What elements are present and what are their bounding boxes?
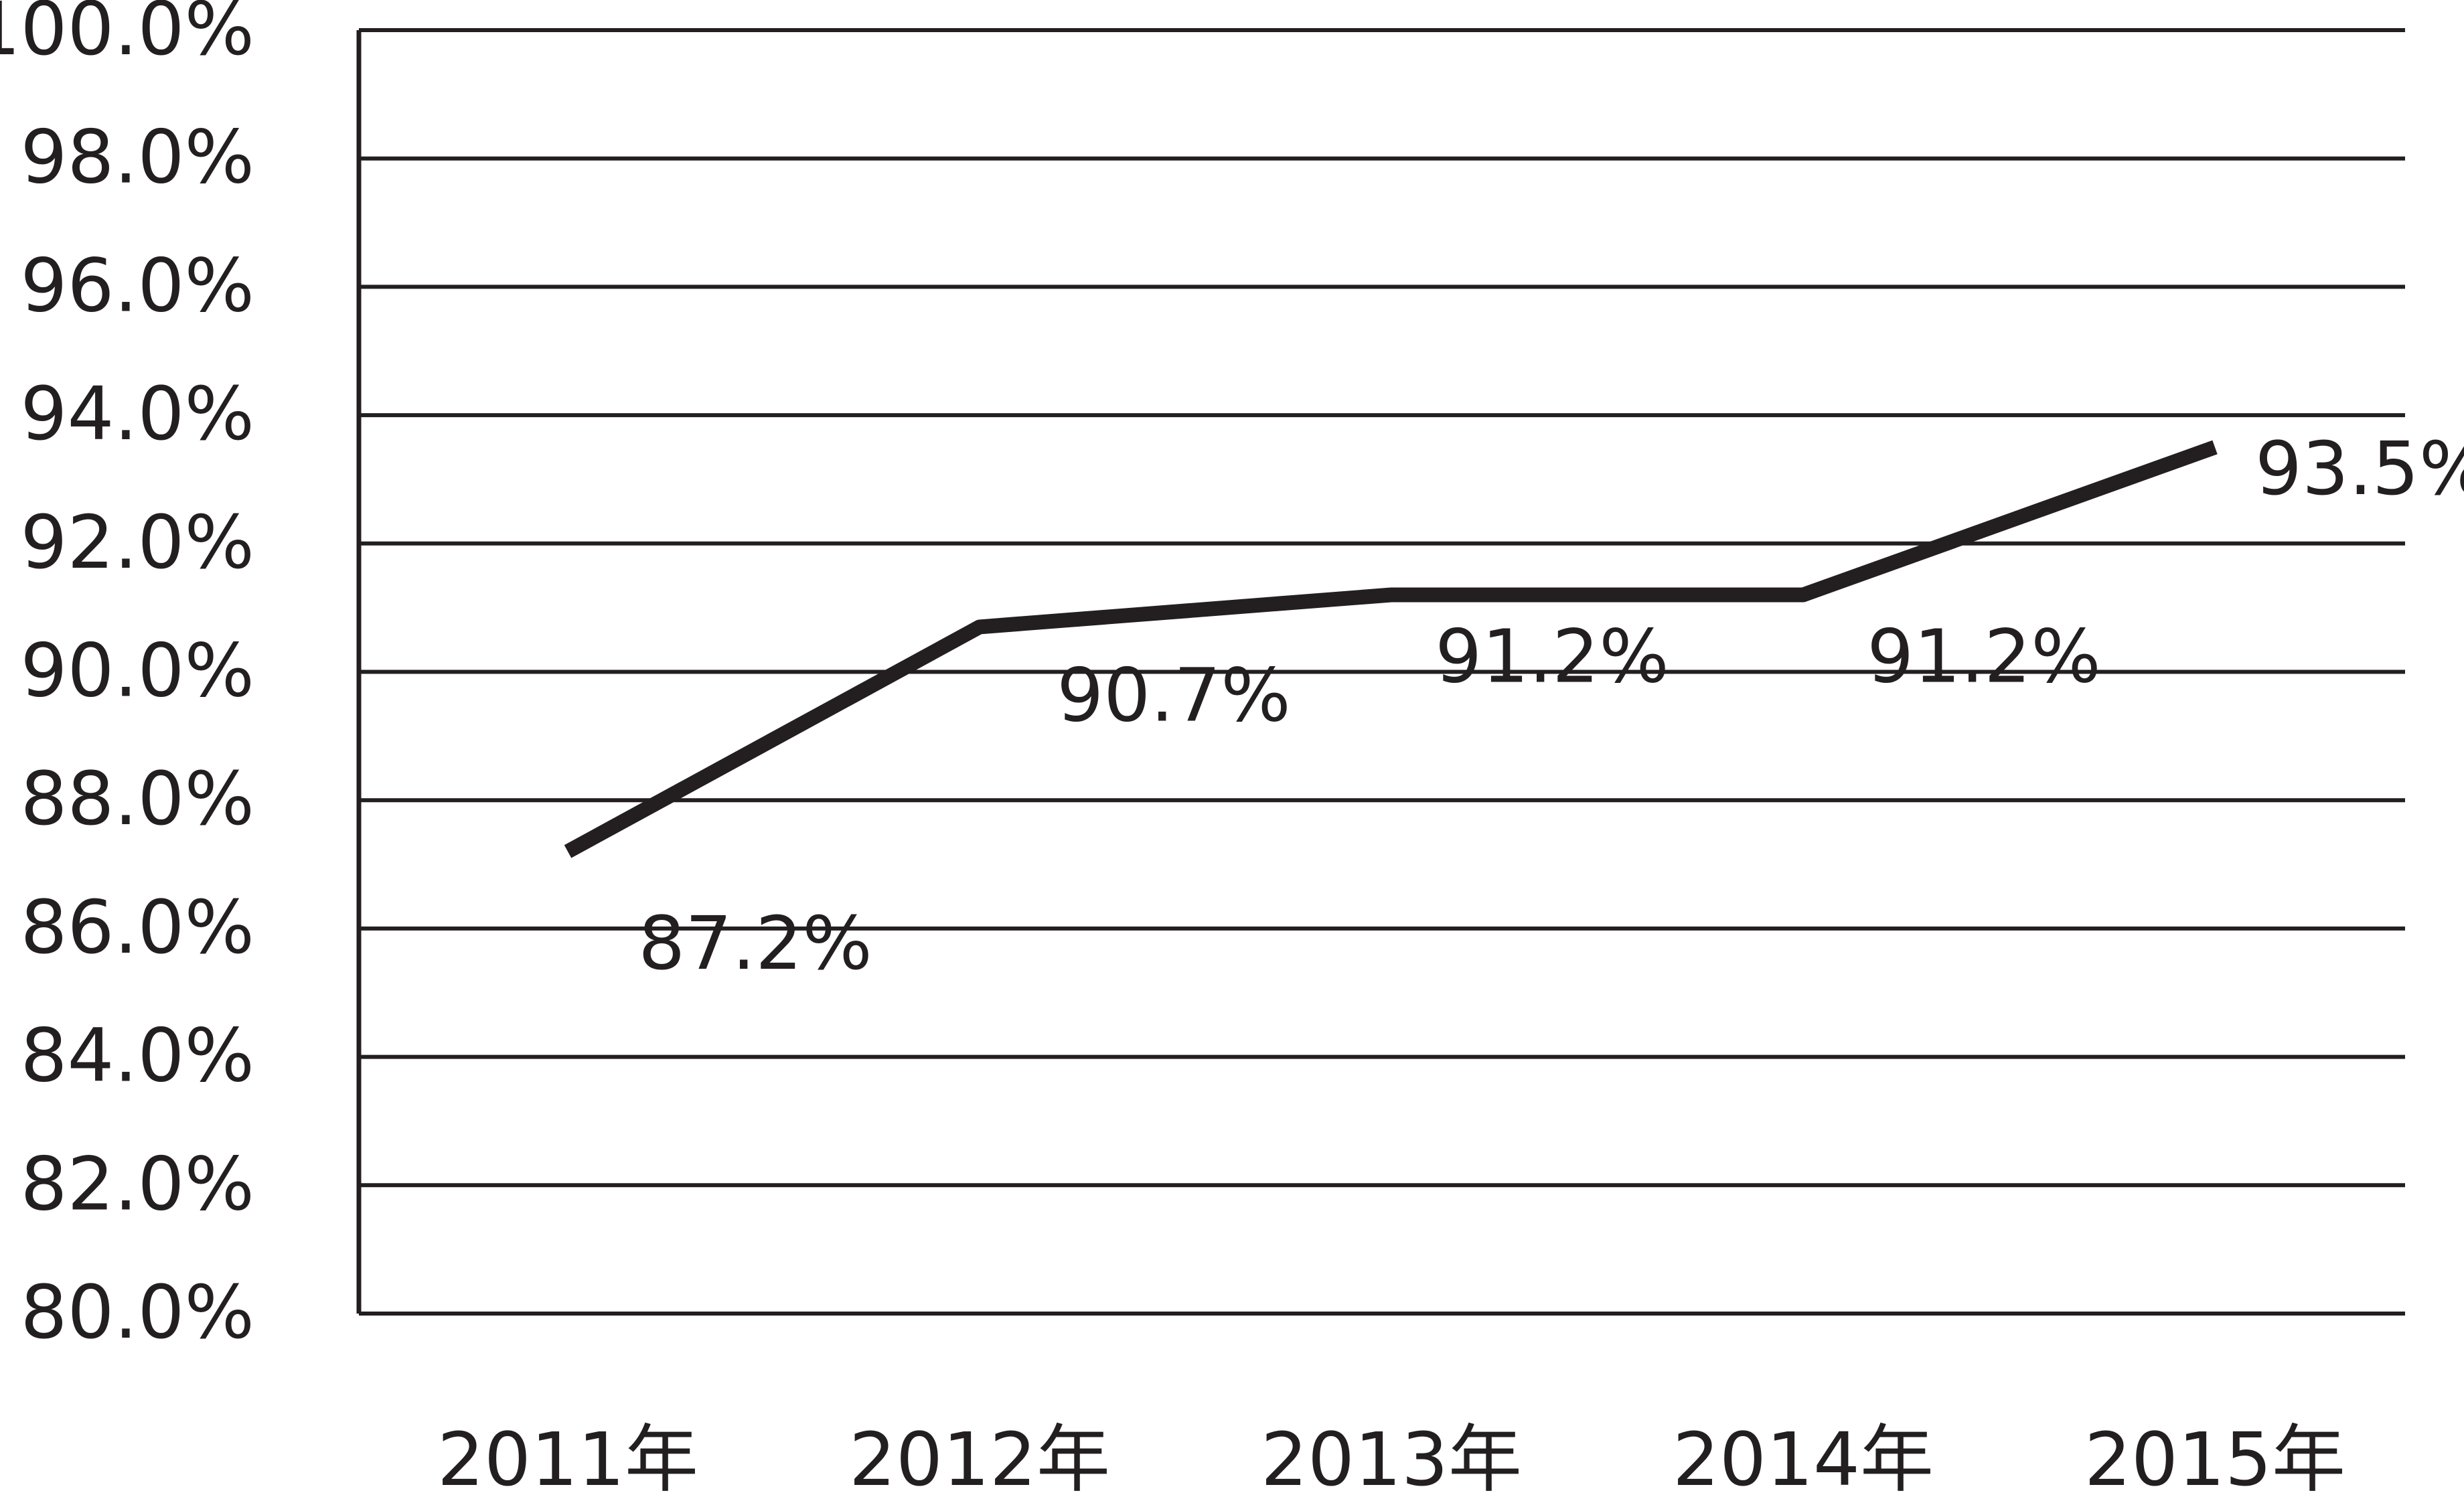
data-label: 91.2% [1435, 613, 1669, 699]
series-line-group [564, 440, 2218, 858]
y-tick-label: 92.0% [21, 499, 254, 585]
y-tick-label: 86.0% [21, 884, 254, 970]
y-tick-label: 84.0% [21, 1013, 254, 1099]
y-tick-label: 88.0% [21, 756, 254, 842]
x-tick-label: 2015年 [2084, 1417, 2345, 1497]
y-tick-label: 100.0% [0, 0, 254, 72]
data-label: 91.2% [1867, 613, 2100, 699]
x-tick-label: 2011年 [437, 1417, 698, 1497]
x-tick-label: 2013年 [1261, 1417, 1522, 1497]
data-labels: 87.2% 90.7% 91.2% 91.2% 93.5% [638, 426, 2464, 986]
y-tick-labels: 80.0% 82.0% 84.0% 86.0% 88.0% 90.0% 92.0% 94.0%… [0, 0, 254, 1355]
data-label: 87.2% [638, 900, 872, 986]
y-tick-label: 82.0% [21, 1141, 254, 1227]
y-tick-label: 96.0% [21, 242, 254, 328]
y-tick-label: 90.0% [21, 628, 254, 714]
y-tick-label: 98.0% [21, 114, 254, 200]
x-tick-label: 2012年 [849, 1417, 1110, 1497]
y-tick-label: 94.0% [21, 371, 254, 457]
series-line [564, 440, 2218, 858]
x-tick-label: 2014年 [1673, 1417, 1934, 1497]
y-tick-label: 80.0% [21, 1269, 254, 1355]
x-tick-labels: 2011年 2012年 2013年 2014年 2015年 [437, 1417, 2345, 1497]
gridlines [359, 28, 2405, 1316]
data-label: 93.5% [2255, 426, 2464, 511]
data-label: 90.7% [1057, 652, 1290, 738]
